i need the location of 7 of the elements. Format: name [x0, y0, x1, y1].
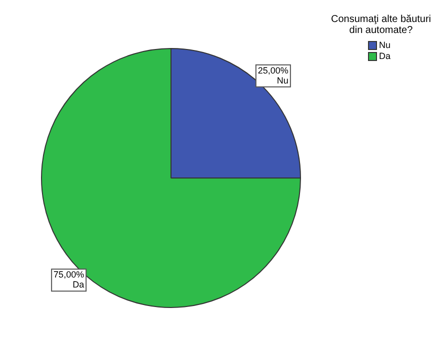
slice-label: Nu	[276, 75, 288, 86]
data-label: 75,00%	[54, 270, 84, 280]
legend-title: Consumaţi alte băuturi din automate?	[330, 14, 432, 36]
slice-label: Da	[72, 280, 84, 290]
data-label: 25,00%	[258, 65, 288, 76]
legend-label: Da	[379, 51, 391, 62]
legend-label: Nu	[379, 40, 391, 51]
